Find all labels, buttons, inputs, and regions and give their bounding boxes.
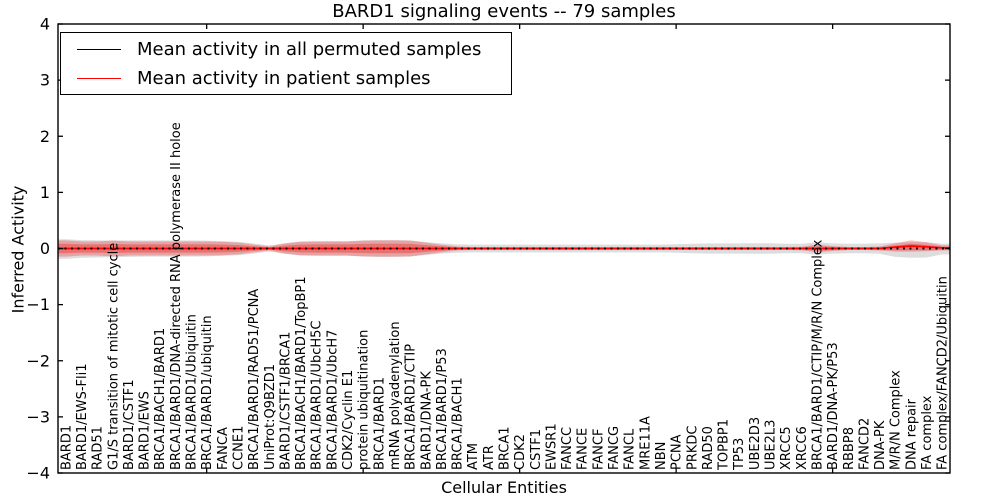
x-category-label: DNA-PK [873,420,888,470]
x-category-label: protein ubiquitination [357,330,372,470]
x-category-label: FA complex [920,395,935,470]
y-tick-label: −3 [26,407,50,426]
x-category-label: UBE2L3 [764,420,779,470]
x-category-label: BRCA1/BACH1 [451,377,466,470]
x-category-label: BARD1/CSTF1 [122,379,137,470]
x-category-label: UBE2D3 [748,417,763,470]
x-category-label: BARD1/CSTF1/BRCA1 [278,332,293,470]
x-category-label: FANCD2 [857,418,872,470]
legend-label-permuted: Mean activity in all permuted samples [137,39,482,60]
y-tick-label: 4 [40,15,50,34]
x-category-label: FANCL [623,428,638,470]
x-category-label: BRCA1/BARD1/CTIP [404,344,419,470]
x-category-label: UniProt:Q9BZD1 [263,364,278,470]
x-category-label: FANCF [591,429,606,470]
legend-box: Mean activity in all permuted samples Me… [60,32,512,95]
x-category-label: NBN [654,442,669,470]
x-category-label: RAD50 [701,426,716,470]
x-category-label: BARD1/EWS-Fli1 [75,364,90,471]
x-category-label: DNA repair [904,398,919,470]
x-category-label: BRCA1/BARD1/RAD51/PCNA [247,289,262,470]
x-category-label: CDK2 [513,434,528,470]
x-category-label: BRCA1 [498,426,513,470]
x-category-label: TP53 [732,438,747,471]
x-category-label: FANCG [607,426,622,470]
x-category-label: BRCA1/BARD1/Ubiquitin [185,314,200,470]
x-category-label: PRKDC [685,426,700,470]
y-tick-label: −1 [26,295,50,314]
x-category-label: BRCA1/BARD1/UbcH5C [310,321,325,470]
y-axis-label: Inferred Activity [8,185,28,314]
x-category-label: BARD1/DNA-PK [419,371,434,470]
x-category-label: ATM [466,443,481,470]
permuted-line-sample [77,49,121,50]
x-category-label: ATR [482,445,497,470]
x-category-label: BRCA1/BACH1/BARD1/TopBP1 [294,277,309,470]
x-category-label: G1/S transition of mitotic cell cycle [106,243,121,470]
x-category-label: CSTF1 [529,429,544,470]
legend-item-permuted: Mean activity in all permuted samples [61,35,511,64]
patient-line-sample [77,78,121,79]
y-tick-label: 2 [40,127,50,146]
x-category-label: FA complex/FANCD2/Ubiquitin [936,276,951,470]
x-category-label: RBBP8 [842,427,857,470]
y-tick-label: −4 [26,464,50,483]
legend-item-patient: Mean activity in patient samples [61,64,511,93]
x-category-label: BRCA1/BARD1/UbcH7 [325,330,340,470]
x-category-label: BRCA1/BARD1/ubiquitin [200,315,215,470]
x-category-label: TOPBP1 [717,419,732,471]
legend-label-patient: Mean activity in patient samples [137,68,431,89]
x-category-label: BARD1/DNA-PK/P53 [826,342,841,470]
x-category-label: XRCC6 [795,426,810,470]
x-category-label: BRCA1/BARD1/DNA-directed RNA polymerase … [169,122,184,470]
x-category-label: FANCA [216,427,231,470]
x-category-label: BRCA1/BACH1/BARD1 [153,328,168,470]
y-tick-label: 1 [40,183,50,202]
y-tick-label: −2 [26,351,50,370]
x-category-label: XRCC5 [779,426,794,470]
x-category-label: M/R/N Complex [889,370,904,470]
x-axis-label: Cellular Entities [441,478,567,497]
chart-title: BARD1 signaling events -- 79 samples [332,1,676,22]
x-category-label: BARD1/EWS [138,391,153,470]
x-category-label: FANCC [560,427,575,470]
x-category-label: BARD1 [59,425,74,470]
x-category-label: CCNE1 [231,426,246,470]
x-category-label: CDK2/Cyclin E1 [341,370,356,470]
x-category-label: PCNA [670,434,685,470]
x-category-label: BRCA1/BARD1/CTIP/M/R/N Complex [810,239,825,470]
x-category-label: FANCE [576,428,591,470]
x-category-label: EWSR1 [544,423,559,470]
x-category-label: BRCA1/BARD1/P53 [435,348,450,470]
y-tick-label: 3 [40,71,50,90]
x-category-label: MRE11A [638,416,653,470]
x-category-label: RAD51 [91,426,106,470]
x-category-label: BRCA1/BARD1 [372,377,387,470]
x-category-label: mRNA polyadenylation [388,321,403,470]
y-tick-label: 0 [40,239,50,258]
